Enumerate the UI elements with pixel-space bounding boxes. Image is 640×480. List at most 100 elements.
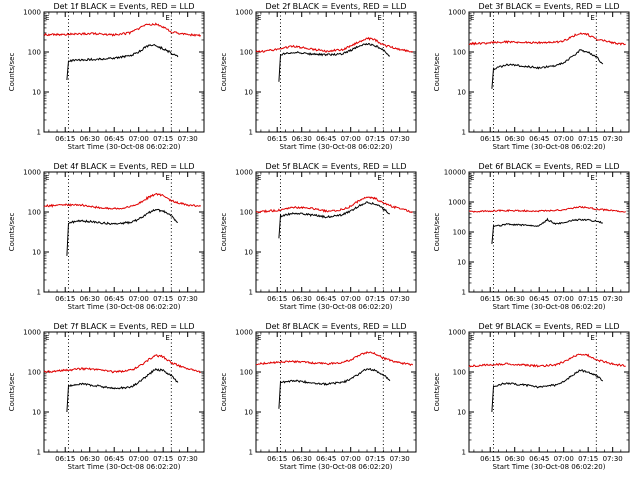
x-tick-label: 07:15 [578, 135, 598, 143]
x-tick-label: 06:45 [316, 295, 336, 303]
marker-label-start: E [45, 334, 49, 342]
y-tick-label: 100 [453, 229, 466, 237]
events-series-line [66, 368, 179, 413]
y-axis-label: Counts/sec [220, 213, 228, 252]
y-tick-label: 1000 [235, 329, 253, 337]
x-tick-label: 07:15 [153, 135, 173, 143]
marker-label-start: E [257, 174, 261, 182]
panel-grid: Det 1f BLACK = Events, RED = LLD11010010… [8, 2, 630, 471]
x-axis-label: Start Time (30-Oct-08 06:02:20) [280, 143, 393, 151]
plot-frame [468, 11, 630, 133]
x-tick-label: 06:45 [529, 295, 549, 303]
marker-label-start: E [470, 14, 474, 22]
x-tick-label: 07:30 [178, 135, 198, 143]
y-tick-label: 100 [28, 209, 41, 217]
x-axis-label: Start Time (30-Oct-08 06:02:20) [493, 463, 606, 471]
y-tick-label: 100 [453, 369, 466, 377]
events-series-line [66, 208, 178, 256]
y-tick-label: 1000 [23, 169, 41, 177]
events-series-line [278, 201, 390, 239]
y-tick-label: 10 [244, 249, 253, 257]
x-tick-label: 07:30 [390, 295, 410, 303]
x-tick-label: 07:30 [390, 455, 410, 463]
x-tick-label: 06:30 [292, 135, 312, 143]
x-tick-label: 07:00 [129, 455, 149, 463]
y-tick-label: 1 [249, 129, 253, 137]
y-tick-label: 1000 [235, 169, 253, 177]
x-tick-label: 07:15 [153, 455, 173, 463]
events-series-line [491, 369, 604, 413]
x-tick-label: 07:00 [341, 135, 361, 143]
x-tick-label: 07:00 [341, 295, 361, 303]
y-tick-label: 1 [462, 129, 466, 137]
x-tick-label: 06:45 [104, 455, 124, 463]
y-tick-label: 10 [457, 259, 466, 267]
x-tick-label: 06:30 [505, 455, 525, 463]
x-tick-label: 06:15 [480, 135, 500, 143]
panel-det-7: Det 7f BLACK = Events, RED = LLD 1 10 100 10… [8, 322, 205, 471]
x-tick-label: 07:30 [390, 135, 410, 143]
events-series-line [278, 42, 391, 82]
x-axis-label: Start Time (30-Oct-08 06:02:20) [68, 303, 181, 311]
panel-det-9: Det 9f BLACK = Events, RED = LLD 1 10 100 10… [433, 322, 630, 471]
x-tick-label: 06:15 [480, 295, 500, 303]
panel-det-8: Det 8f BLACK = Events, RED = LLD 1 10 100 10… [220, 322, 417, 471]
y-tick-label: 10000 [444, 169, 466, 177]
panel-title: Det 8f BLACK = Events, RED = LLD [265, 322, 406, 331]
x-tick-label: 06:45 [316, 135, 336, 143]
x-tick-label: 06:15 [55, 295, 75, 303]
y-tick-label: 1000 [448, 329, 466, 337]
plot-frame [255, 331, 417, 453]
x-tick-label: 07:15 [365, 295, 385, 303]
lld-series-line [43, 192, 202, 210]
y-tick-label: 100 [28, 369, 41, 377]
x-tick-label: 07:00 [554, 295, 574, 303]
panel-det-1: Det 1f BLACK = Events, RED = LLD 1 10 100 10… [8, 2, 205, 151]
x-tick-label: 06:45 [316, 455, 336, 463]
panel-det-6: Det 6f BLACK = Events, RED = LLD 1 10 100 10… [433, 162, 630, 311]
x-tick-label: 06:45 [104, 135, 124, 143]
x-tick-label: 06:45 [529, 455, 549, 463]
lld-series-line [43, 22, 202, 38]
plot-frame [43, 171, 205, 293]
lld-series-line [43, 354, 201, 374]
x-tick-label: 06:15 [267, 135, 287, 143]
lld-series-line [255, 351, 414, 367]
panel-title: Det 4f BLACK = Events, RED = LLD [53, 162, 194, 171]
x-tick-label: 06:30 [505, 295, 525, 303]
lld-series-line [468, 353, 626, 368]
y-tick-label: 100 [240, 209, 253, 217]
y-tick-label: 1 [37, 289, 41, 297]
panel-title: Det 3f BLACK = Events, RED = LLD [478, 2, 619, 11]
lld-series-line [255, 196, 413, 214]
y-tick-label: 100 [240, 49, 253, 57]
x-tick-label: 07:15 [153, 295, 173, 303]
x-tick-label: 07:00 [554, 135, 574, 143]
marker-label-end: E [590, 14, 594, 22]
lld-series-line [255, 36, 413, 53]
x-tick-label: 06:45 [529, 135, 549, 143]
x-tick-label: 06:15 [267, 295, 287, 303]
marker-label-end: E [165, 174, 169, 182]
y-tick-label: 10 [32, 89, 41, 97]
y-tick-label: 1 [462, 289, 466, 297]
panel-det-2: Det 2f BLACK = Events, RED = LLD 1 10 100 10… [220, 2, 417, 151]
y-tick-label: 1000 [235, 9, 253, 17]
y-tick-label: 1 [249, 289, 253, 297]
y-axis-label: Counts/sec [433, 373, 441, 412]
x-tick-label: 06:15 [55, 135, 75, 143]
marker-label-end: E [377, 334, 381, 342]
y-tick-label: 10 [457, 409, 466, 417]
y-axis-label: Counts/sec [8, 213, 16, 252]
marker-label-start: E [257, 334, 261, 342]
marker-label-start: E [470, 174, 474, 182]
marker-label-start: E [470, 334, 474, 342]
y-tick-label: 1 [37, 129, 41, 137]
y-axis-label: Counts/sec [220, 53, 228, 92]
x-tick-label: 07:30 [178, 295, 198, 303]
y-tick-label: 1000 [448, 9, 466, 17]
x-tick-label: 07:00 [129, 295, 149, 303]
panel-title: Det 6f BLACK = Events, RED = LLD [478, 162, 619, 171]
y-tick-label: 1000 [23, 329, 41, 337]
